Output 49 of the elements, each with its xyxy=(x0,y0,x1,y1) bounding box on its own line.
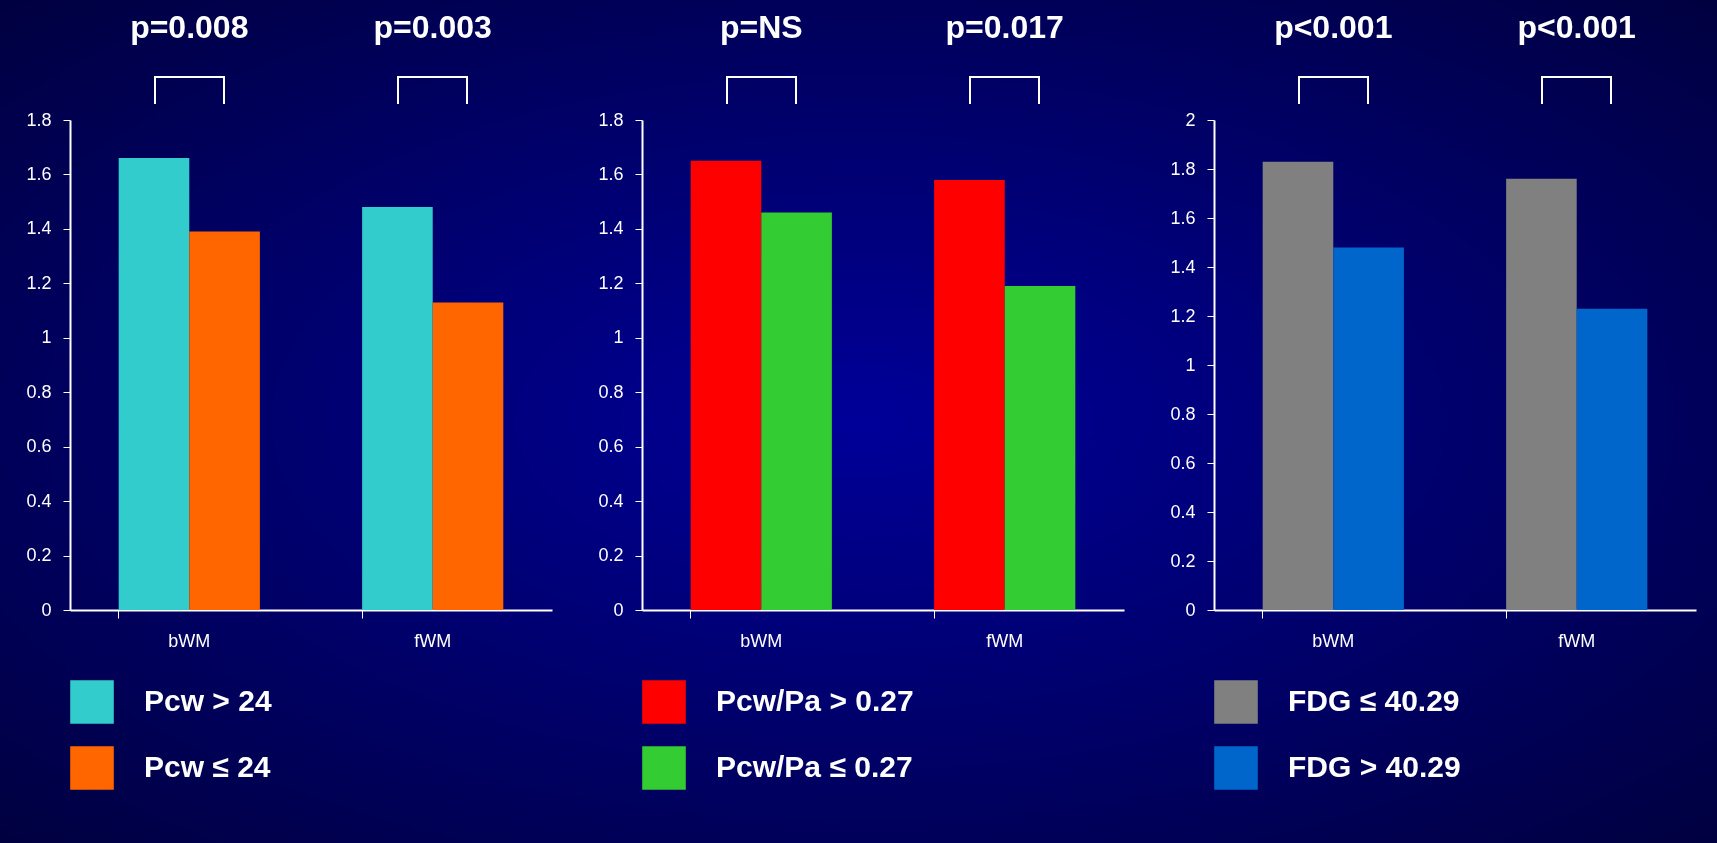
y-tick-label: 2 xyxy=(1185,109,1196,130)
y-tick-label: 0.4 xyxy=(26,490,52,511)
y-tick-label: 1.4 xyxy=(1170,256,1196,277)
x-tick-label: fWM xyxy=(1558,630,1596,651)
y-tick-label: 1 xyxy=(613,327,624,348)
x-tick-label: bWM xyxy=(168,630,211,651)
legend-label: Pcw ≤ 24 xyxy=(144,750,271,783)
text: p<0.001 xyxy=(1274,9,1393,45)
y-tick-label: 0.2 xyxy=(26,545,52,566)
y-tick-label: 0.2 xyxy=(598,545,624,566)
y-tick-label: 1.6 xyxy=(1170,207,1196,228)
legend-label: Pcw/Pa > 0.27 xyxy=(716,684,914,717)
y-tick-label: 0.8 xyxy=(26,381,52,402)
y-tick-label: 1.6 xyxy=(598,163,624,184)
text: p<0.001 xyxy=(1517,9,1636,45)
legend-label: FDG > 40.29 xyxy=(1288,750,1461,783)
y-tick-label: 0 xyxy=(41,599,52,620)
text: p=NS xyxy=(719,9,803,45)
legend-label: FDG ≤ 40.29 xyxy=(1288,684,1460,717)
y-tick-label: 1.4 xyxy=(26,218,52,239)
y-tick-label: 0.2 xyxy=(1170,550,1196,571)
y-tick-label: 0.6 xyxy=(26,436,52,457)
y-tick-label: 0.4 xyxy=(598,490,624,511)
legend-label: Pcw > 24 xyxy=(144,684,272,717)
y-tick-label: 1.8 xyxy=(1170,158,1196,179)
text: p=0.008 xyxy=(130,9,249,45)
y-tick-label: 1 xyxy=(41,327,52,348)
legend-label: Pcw/Pa ≤ 0.27 xyxy=(716,750,913,783)
y-tick-label: 1.2 xyxy=(598,272,624,293)
text: p=0.003 xyxy=(373,9,492,45)
y-tick-label: 1 xyxy=(1185,354,1196,375)
y-tick-label: 1.8 xyxy=(26,109,52,130)
y-tick-label: 0.6 xyxy=(598,436,624,457)
text: p=0.017 xyxy=(945,9,1064,45)
x-tick-label: bWM xyxy=(740,630,783,651)
y-tick-label: 0 xyxy=(613,599,624,620)
y-tick-label: 0.6 xyxy=(1170,452,1196,473)
y-tick-label: 1.2 xyxy=(26,272,52,293)
y-tick-label: 0 xyxy=(1185,599,1196,620)
x-tick-label: fWM xyxy=(414,630,452,651)
x-tick-label: fWM xyxy=(986,630,1024,651)
y-tick-label: 0.4 xyxy=(1170,501,1196,522)
y-tick-label: 1.4 xyxy=(598,218,624,239)
y-tick-label: 1.6 xyxy=(26,163,52,184)
y-tick-label: 1.8 xyxy=(598,109,624,130)
y-tick-label: 1.2 xyxy=(1170,305,1196,326)
x-tick-label: bWM xyxy=(1312,630,1355,651)
y-tick-label: 0.8 xyxy=(1170,403,1196,424)
y-tick-label: 0.8 xyxy=(598,381,624,402)
